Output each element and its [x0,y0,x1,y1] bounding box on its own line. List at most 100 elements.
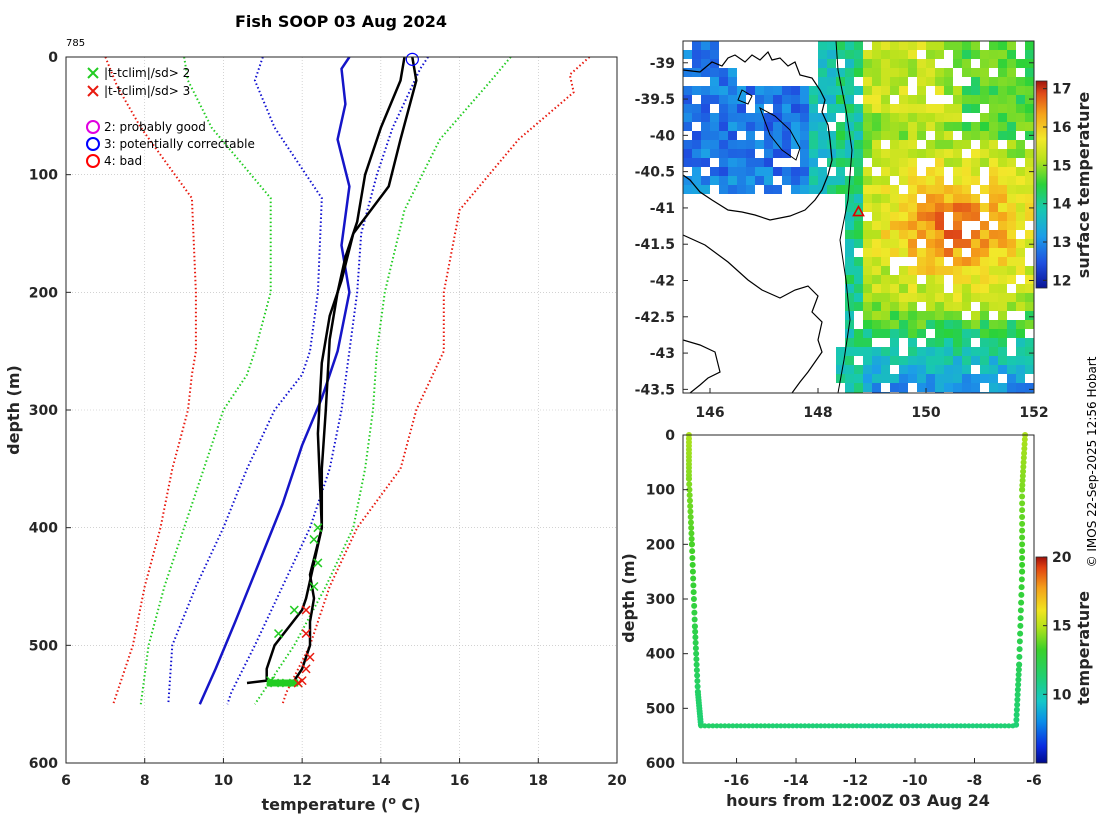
sst-cell [728,167,737,176]
sst-cell [1016,77,1025,86]
sst-cell [980,302,989,311]
map-y-tick-label: -39.5 [635,92,675,108]
sst-cell [683,158,692,167]
sst-cell [845,149,854,158]
sst-cell [818,176,827,185]
sst-cell [818,113,827,122]
sst-cell [890,329,899,338]
sst-cell [998,221,1007,230]
sst-cell [989,95,998,104]
sst-cell [854,374,863,383]
flag-sd2-x-icon [273,629,284,639]
bottom-point [898,723,904,729]
sst-cell [863,311,872,320]
sst-cell [899,59,908,68]
descent-point [692,639,699,646]
sst-cell [962,203,971,212]
sst-cell [971,383,980,392]
sst-cell [890,230,899,239]
ascent-point [1021,445,1028,452]
sst-cell [926,212,935,221]
sst-cell [971,41,980,50]
sst-cell [710,140,719,149]
sst-cell [872,95,881,104]
sst-cell [1025,104,1034,113]
sst-cell [1016,203,1025,212]
sst-cell [998,293,1007,302]
sst-cell [998,194,1007,203]
ascent-point [1019,507,1026,514]
sst-cell [1007,140,1016,149]
sst-cell [710,122,719,131]
sst-cell [944,194,953,203]
depth-time-y-tick-label: 100 [646,483,675,499]
ascent-point [1014,696,1021,703]
profile-line-climatology-minus-3-sd [104,57,197,705]
sst-cell [1016,239,1025,248]
coastline-tasmania [683,234,823,393]
sst-cell [881,194,890,203]
sst-cell [1016,86,1025,95]
sst-cell [1025,185,1034,194]
sst-cell [917,113,926,122]
sst-cell [953,311,962,320]
sst-cell [899,275,908,284]
sst-cell [818,140,827,149]
depth-time-y-tick-label: 200 [646,537,675,553]
depth-time-x-tick-label: -12 [843,773,868,789]
sst-cell [845,248,854,257]
sst-cell [782,95,791,104]
sst-cell [980,68,989,77]
sst-cell [854,50,863,59]
sst-cell [971,347,980,356]
sst-cell [1007,167,1016,176]
sst-cell [1025,365,1034,374]
sst-cell [944,41,953,50]
sst-cell [989,347,998,356]
sst-cell [701,113,710,122]
sst-cell [989,59,998,68]
sst-cell [1016,176,1025,185]
sst-cell [908,41,917,50]
sst-cell [1007,41,1016,50]
sst-cell [872,356,881,365]
sst-cell [980,284,989,293]
sst-cell [701,122,710,131]
sst-cell [719,104,728,113]
sst-cell [935,365,944,374]
sst-cell [881,239,890,248]
sst-cell [836,185,845,194]
sst-cell [953,257,962,266]
sst-cell [944,338,953,347]
sst-cell [872,365,881,374]
sst-cell [1025,275,1034,284]
bottom-point [1002,723,1008,729]
sst-cell [746,176,755,185]
sst-cell [935,230,944,239]
sst-cell [1007,266,1016,275]
sst-cell [1016,122,1025,131]
bottom-point [706,723,712,729]
map-x-tick-label: 148 [803,405,832,421]
sst-cell [980,311,989,320]
ascent-point [1021,436,1028,443]
sst-colorbar-tick-label: 12 [1052,273,1071,289]
sst-cell [818,50,827,59]
bottom-point [934,723,940,729]
sst-cell [863,338,872,347]
depth-time-y-tick-label: 0 [665,428,675,444]
sst-cell [998,41,1007,50]
bottom-point [910,723,916,729]
sst-cell [746,140,755,149]
descent-point [686,492,693,499]
sst-cell [944,347,953,356]
bottom-point [766,723,772,729]
sst-cell [719,122,728,131]
sst-cell [989,203,998,212]
ascent-point [1014,701,1021,708]
sst-cell [827,185,836,194]
sst-cell [854,68,863,77]
sst-cell [962,140,971,149]
ascent-point [1019,527,1026,534]
